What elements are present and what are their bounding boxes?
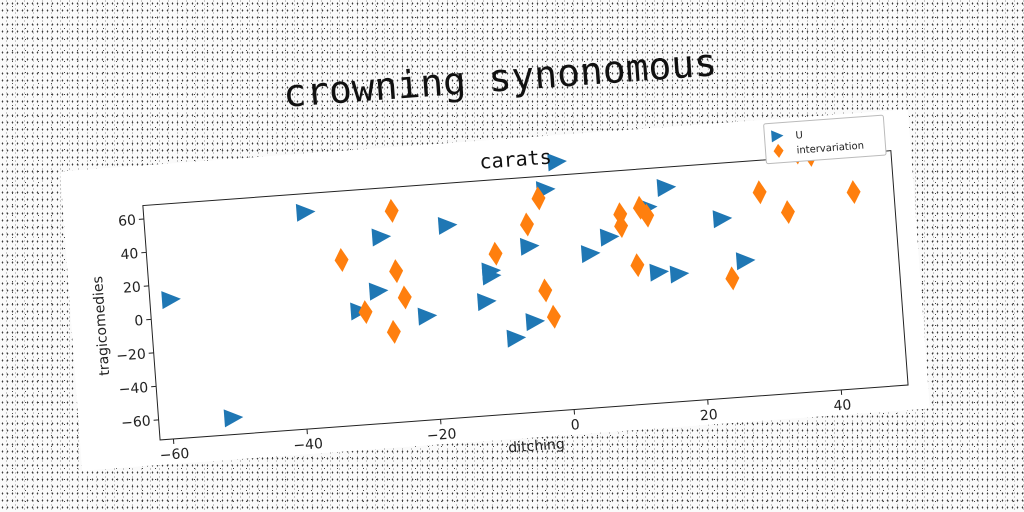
y-tick-label: 20 bbox=[122, 280, 141, 297]
y-tick-label: 0 bbox=[134, 313, 144, 330]
point-intervariation-diamond bbox=[384, 198, 399, 223]
point-u-triangle bbox=[656, 179, 677, 197]
legend-marker-diamond-icon bbox=[773, 143, 784, 158]
plot-frame bbox=[142, 150, 909, 441]
point-intervariation-diamond bbox=[546, 304, 561, 329]
point-u-triangle bbox=[295, 203, 316, 222]
point-intervariation-diamond bbox=[334, 248, 349, 272]
point-u-triangle bbox=[599, 228, 620, 247]
point-intervariation-diamond bbox=[538, 278, 553, 303]
legend-label-u: U bbox=[795, 130, 803, 142]
y-tick-label: −20 bbox=[116, 346, 147, 364]
point-u-triangle bbox=[525, 313, 546, 332]
y-tick-label: −60 bbox=[121, 413, 152, 431]
data-points bbox=[161, 140, 861, 428]
point-intervariation-diamond bbox=[846, 180, 861, 205]
x-tick-label: −40 bbox=[293, 436, 324, 454]
point-intervariation-diamond bbox=[640, 203, 655, 228]
chart-title: carats bbox=[479, 145, 553, 174]
point-intervariation-diamond bbox=[397, 285, 412, 310]
point-u-triangle bbox=[735, 252, 756, 271]
x-tick-label: −20 bbox=[426, 426, 457, 444]
point-u-triangle bbox=[506, 329, 527, 348]
x-axis-label: ditching bbox=[508, 436, 566, 456]
point-u-triangle bbox=[477, 293, 497, 312]
point-intervariation-diamond bbox=[389, 259, 404, 284]
point-u-triangle bbox=[223, 409, 244, 428]
point-u-triangle bbox=[519, 237, 540, 256]
point-intervariation-diamond bbox=[531, 186, 546, 211]
point-u-triangle bbox=[649, 263, 670, 282]
y-tick-label: 40 bbox=[120, 246, 139, 263]
point-u-triangle bbox=[161, 291, 181, 310]
point-intervariation-diamond bbox=[614, 214, 629, 238]
point-intervariation-diamond bbox=[630, 253, 645, 278]
chart-figure: −60 −40 −20 0 20 40 −60 −40 −20 0 20 40 60 carats di… bbox=[60, 109, 930, 471]
point-u-triangle bbox=[437, 216, 458, 235]
point-u-triangle bbox=[669, 265, 690, 284]
point-u-triangle bbox=[580, 245, 601, 264]
figure-suptitle: crowning synonomous bbox=[281, 40, 719, 116]
x-tick-label: 0 bbox=[570, 417, 580, 434]
point-u-triangle bbox=[417, 307, 438, 326]
point-intervariation-diamond bbox=[725, 266, 740, 291]
y-axis-label: tragicomedies bbox=[90, 276, 113, 377]
point-intervariation-diamond bbox=[780, 200, 795, 225]
point-u-triangle bbox=[712, 210, 733, 229]
legend-label-intervariation: intervariation bbox=[796, 141, 864, 157]
x-tick-label: 40 bbox=[833, 397, 852, 414]
x-tick-label: −60 bbox=[159, 446, 190, 464]
x-tick-label: 20 bbox=[699, 407, 718, 424]
point-intervariation-diamond bbox=[488, 241, 503, 266]
point-intervariation-diamond bbox=[520, 212, 534, 237]
chart-legend: U intervariation bbox=[763, 114, 887, 165]
point-u-triangle bbox=[368, 282, 389, 301]
point-u-triangle bbox=[547, 153, 567, 172]
point-u-triangle bbox=[371, 228, 392, 247]
legend-marker-triangle-icon bbox=[771, 130, 784, 143]
y-tick-label: −40 bbox=[118, 380, 149, 398]
point-intervariation-diamond bbox=[386, 319, 401, 344]
point-intervariation-diamond bbox=[358, 300, 373, 325]
y-tick-label: 60 bbox=[118, 213, 137, 230]
point-u-triangle bbox=[481, 267, 502, 286]
axis-ticks: −60 −40 −20 0 20 40 −60 −40 −20 0 20 40 60 bbox=[116, 213, 852, 464]
legend-box bbox=[763, 114, 887, 165]
scatter-plot: −60 −40 −20 0 20 40 −60 −40 −20 0 20 40 60 carats di… bbox=[90, 114, 909, 464]
point-intervariation-diamond bbox=[752, 180, 767, 205]
